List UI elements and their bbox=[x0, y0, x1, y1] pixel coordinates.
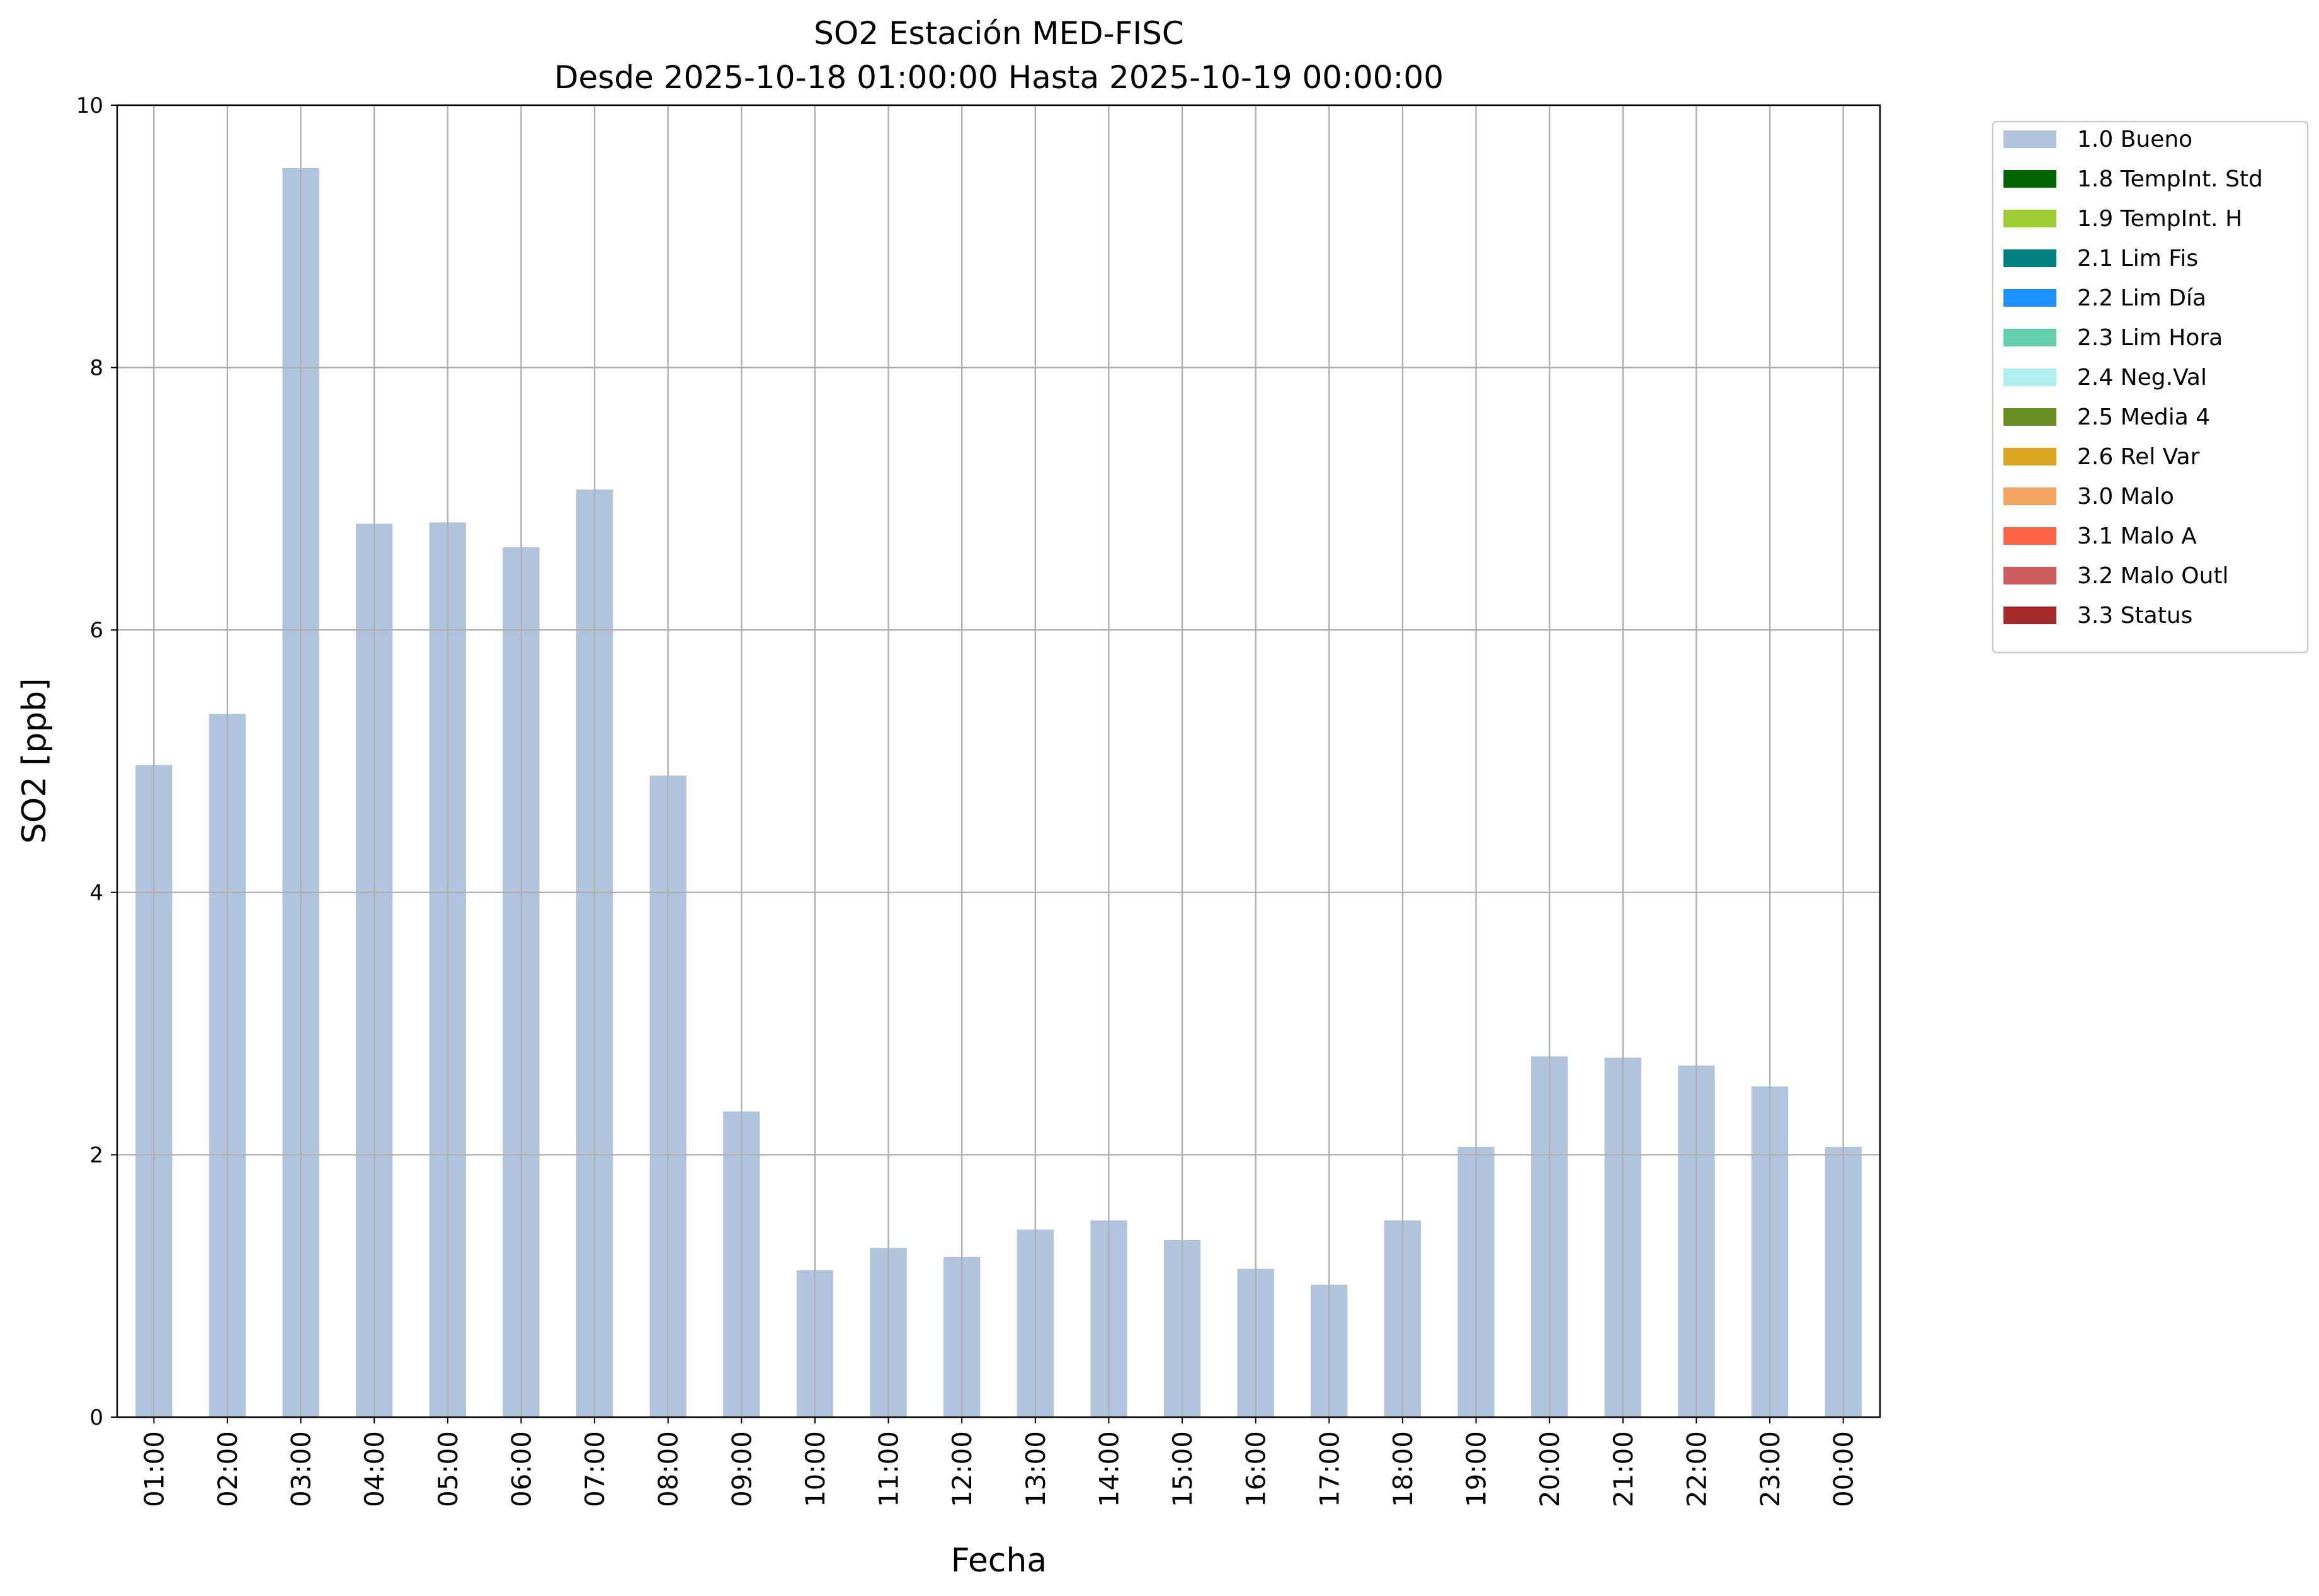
legend-label: 2.2 Lim Día bbox=[2077, 285, 2206, 311]
legend-swatch bbox=[2003, 448, 2056, 465]
x-tick-label: 23:00 bbox=[1755, 1431, 1786, 1507]
legend-label: 1.8 TempInt. Std bbox=[2077, 166, 2263, 192]
x-tick-label: 20:00 bbox=[1534, 1431, 1565, 1507]
legend-swatch bbox=[2003, 607, 2056, 624]
legend-label: 1.0 Bueno bbox=[2077, 127, 2192, 152]
legend-swatch bbox=[2003, 329, 2056, 346]
legend-swatch bbox=[2003, 210, 2056, 227]
legend-label: 2.1 Lim Fis bbox=[2077, 246, 2198, 271]
legend-swatch bbox=[2003, 527, 2056, 545]
legend-swatch bbox=[2003, 487, 2056, 505]
legend-label: 3.2 Malo Outl bbox=[2077, 563, 2229, 589]
x-tick-label: 13:00 bbox=[1020, 1431, 1051, 1507]
x-tick-label: 07:00 bbox=[579, 1431, 610, 1507]
x-axis-label: Fecha bbox=[951, 1542, 1047, 1580]
chart-subtitle: Desde 2025-10-18 01:00:00 Hasta 2025-10-… bbox=[554, 59, 1444, 96]
x-tick-label: 09:00 bbox=[726, 1431, 757, 1507]
x-tick-label: 00:00 bbox=[1828, 1431, 1859, 1507]
x-tick-label: 16:00 bbox=[1241, 1431, 1272, 1507]
x-tick-label: 18:00 bbox=[1387, 1431, 1418, 1507]
legend-swatch bbox=[2003, 567, 2056, 584]
legend-label: 3.3 Status bbox=[2077, 603, 2192, 629]
legend-swatch bbox=[2003, 170, 2056, 188]
legend-swatch bbox=[2003, 368, 2056, 386]
x-tick-label: 21:00 bbox=[1608, 1431, 1639, 1507]
x-tick-label: 22:00 bbox=[1681, 1431, 1712, 1507]
x-tick-label: 14:00 bbox=[1093, 1431, 1124, 1507]
chart-title: SO2 Estación MED-FISC bbox=[814, 15, 1184, 52]
legend-swatch bbox=[2003, 408, 2056, 426]
x-tick-label: 01:00 bbox=[139, 1431, 169, 1507]
legend-label: 3.0 Malo bbox=[2077, 484, 2174, 510]
y-axis-label: SO2 [ppb] bbox=[16, 678, 54, 843]
x-tick-label: 05:00 bbox=[433, 1431, 464, 1507]
legend-swatch bbox=[2003, 130, 2056, 148]
y-tick-label: 8 bbox=[89, 356, 103, 381]
y-tick-label: 0 bbox=[89, 1405, 103, 1430]
x-tick-label: 15:00 bbox=[1167, 1431, 1198, 1507]
y-tick-label: 2 bbox=[89, 1143, 103, 1168]
y-tick-label: 4 bbox=[89, 881, 103, 906]
x-tick-label: 02:00 bbox=[212, 1431, 243, 1507]
legend-label: 1.9 TempInt. H bbox=[2077, 206, 2242, 232]
legend-label: 2.6 Rel Var bbox=[2077, 444, 2200, 470]
x-tick-label: 19:00 bbox=[1461, 1431, 1492, 1507]
legend-label: 2.3 Lim Hora bbox=[2077, 325, 2223, 351]
x-tick-label: 08:00 bbox=[653, 1431, 684, 1507]
legend-label: 2.5 Media 4 bbox=[2077, 404, 2210, 430]
y-tick-label: 10 bbox=[76, 93, 103, 118]
x-tick-label: 12:00 bbox=[947, 1431, 977, 1507]
x-tick-label: 17:00 bbox=[1314, 1431, 1345, 1507]
x-tick-label: 10:00 bbox=[800, 1431, 831, 1507]
x-tick-label: 04:00 bbox=[359, 1431, 390, 1507]
legend-label: 2.4 Neg.Val bbox=[2077, 365, 2207, 390]
x-tick-label: 06:00 bbox=[506, 1431, 537, 1507]
y-tick-label: 6 bbox=[89, 618, 103, 643]
legend-swatch bbox=[2003, 249, 2056, 267]
legend-label: 3.1 Malo A bbox=[2077, 523, 2197, 549]
legend-swatch bbox=[2003, 289, 2056, 307]
legend-box bbox=[1991, 120, 2309, 654]
x-tick-label: 03:00 bbox=[286, 1431, 317, 1507]
x-tick-label: 11:00 bbox=[874, 1431, 904, 1507]
plot-frame bbox=[116, 104, 1881, 1418]
